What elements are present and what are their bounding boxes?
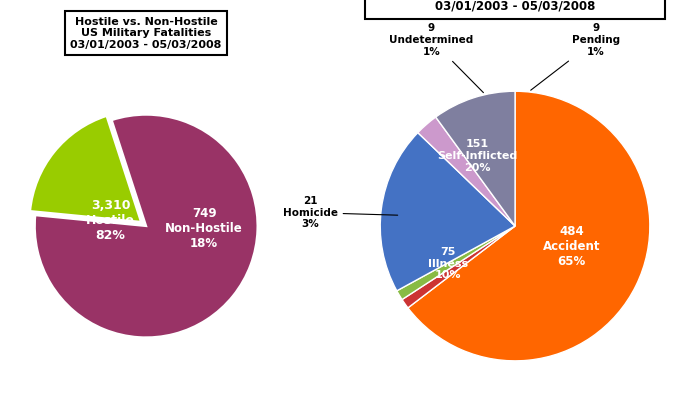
- Wedge shape: [418, 117, 515, 226]
- Wedge shape: [436, 91, 515, 226]
- Text: 21
Homicide
3%: 21 Homicide 3%: [283, 196, 397, 229]
- Wedge shape: [35, 115, 258, 337]
- Wedge shape: [402, 226, 515, 308]
- Text: 749
Non-Hostile
18%: 749 Non-Hostile 18%: [165, 207, 243, 250]
- Wedge shape: [380, 133, 515, 291]
- Wedge shape: [408, 91, 650, 361]
- Text: 484
Accident
65%: 484 Accident 65%: [543, 225, 601, 268]
- Text: 3,310
Hostile
82%: 3,310 Hostile 82%: [86, 199, 135, 242]
- Text: 151
Self-Inflicted
20%: 151 Self-Inflicted 20%: [437, 139, 517, 173]
- Text: 75
Illness
10%: 75 Illness 10%: [427, 247, 468, 280]
- Wedge shape: [30, 116, 141, 222]
- Text: 9
Pending
1%: 9 Pending 1%: [531, 23, 620, 90]
- Wedge shape: [397, 226, 515, 300]
- Title: Non-Hostile US Military Fatalities by  Cause
03/01/2003 - 05/03/2008: Non-Hostile US Military Fatalities by Ca…: [370, 0, 660, 13]
- Title: Hostile vs. Non-Hostile
US Military Fatalities
03/01/2003 - 05/03/2008: Hostile vs. Non-Hostile US Military Fata…: [70, 17, 222, 50]
- Text: 9
Undetermined
1%: 9 Undetermined 1%: [389, 23, 484, 92]
